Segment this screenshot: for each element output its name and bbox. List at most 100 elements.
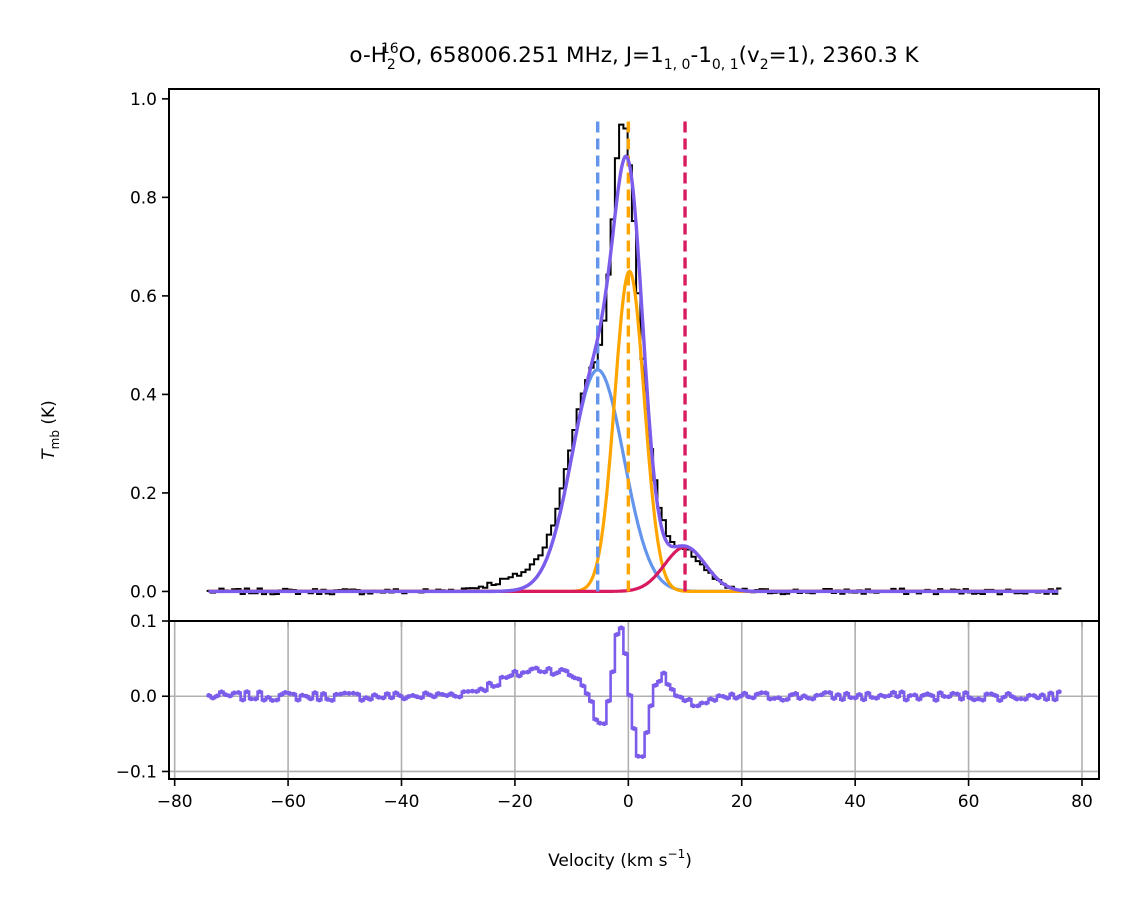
residual-point [384, 691, 390, 696]
residual-point [533, 665, 539, 671]
residual-point [742, 690, 747, 696]
y-tick-label: 0.8 [130, 188, 157, 208]
residual-point [908, 693, 913, 698]
residual-point [895, 694, 901, 700]
residual-point [767, 696, 773, 702]
residual-point [640, 754, 645, 759]
residual-point [682, 698, 688, 704]
residual-point [916, 696, 922, 702]
residual-point [559, 667, 565, 672]
residual-point [1014, 696, 1020, 702]
residual-point [874, 695, 879, 701]
residual-point [401, 696, 407, 702]
residual-y-tick-label: −0.1 [116, 762, 157, 782]
residual-point [427, 692, 433, 698]
residual-point [720, 694, 726, 699]
residual-point [1052, 697, 1058, 703]
residual-point [555, 670, 560, 676]
residual-point [397, 693, 403, 699]
residual-point [623, 651, 628, 657]
residual-axes-frame [168, 620, 1100, 780]
residual-point [691, 703, 696, 709]
residual-point [406, 694, 411, 699]
residual-point [631, 726, 637, 731]
residual-point [1048, 690, 1054, 696]
residual-point [325, 697, 331, 702]
residual-point [674, 693, 679, 699]
residual-point [299, 692, 305, 698]
y-tick-label: 0.6 [130, 287, 157, 307]
residual-point [363, 695, 369, 701]
residual-point [346, 691, 352, 696]
residual-point [418, 695, 424, 701]
residual-point [878, 692, 884, 698]
residual-point [580, 683, 586, 689]
residual-point [997, 698, 1003, 703]
residual-point [810, 696, 815, 702]
residual-point [776, 695, 781, 701]
residual-point [350, 690, 356, 696]
residual-point [470, 688, 475, 694]
residual-point [457, 694, 462, 700]
residual-point [372, 692, 377, 698]
residual-point [567, 673, 573, 678]
residual-point [474, 689, 479, 694]
residual-point [482, 688, 488, 694]
residual-point [695, 703, 701, 709]
residual-point [865, 690, 871, 696]
residual-point [644, 730, 650, 735]
residual-point [886, 693, 892, 699]
residual-point [244, 689, 250, 695]
residual-point [431, 694, 437, 700]
residual-point [823, 690, 828, 695]
residual-point [1001, 694, 1007, 700]
component-fit-line [208, 545, 1059, 593]
residual-point [593, 717, 599, 722]
residual-point [261, 697, 267, 703]
residual-point [1056, 689, 1062, 695]
residual-point [857, 692, 862, 697]
component-fit-line [208, 269, 1059, 593]
residual-point [831, 696, 837, 701]
residual-point [1044, 697, 1049, 702]
component-fit-line [208, 368, 1059, 593]
residual-point [648, 703, 654, 709]
residual-point [546, 666, 552, 671]
residual-point [835, 692, 841, 697]
residual-point [295, 697, 301, 703]
residual-point [844, 690, 850, 696]
residual-point [219, 689, 224, 695]
residual-point [227, 693, 233, 699]
residual-point [495, 683, 501, 688]
residual-point [504, 675, 509, 681]
residual-point [521, 670, 526, 675]
residual-point [223, 692, 229, 698]
residual-point [780, 697, 786, 703]
residual-point [380, 695, 386, 701]
residual-point [321, 691, 326, 696]
residual-point [499, 674, 505, 680]
residual-point [942, 694, 947, 699]
residual-point [852, 695, 858, 701]
residual-point [657, 678, 662, 684]
residual-point [214, 693, 220, 699]
residual-point [635, 753, 641, 759]
residual-point [950, 690, 956, 696]
y-axis-label: Tmb (K) [39, 400, 62, 460]
residual-point [355, 691, 360, 697]
residual-point [678, 694, 684, 700]
y-tick-label: 1.0 [130, 90, 157, 110]
residual-point [937, 690, 943, 696]
residual-point [954, 691, 960, 697]
residual-point [257, 689, 263, 695]
residual-point [265, 694, 271, 700]
residual-point [772, 696, 777, 701]
residual-point [725, 695, 730, 701]
residual-point [210, 695, 216, 701]
x-tick-label: −80 [157, 792, 193, 812]
residual-point [618, 625, 624, 631]
x-tick-label: 0 [623, 792, 634, 812]
residual-point [525, 669, 531, 675]
residual-point [903, 697, 909, 703]
